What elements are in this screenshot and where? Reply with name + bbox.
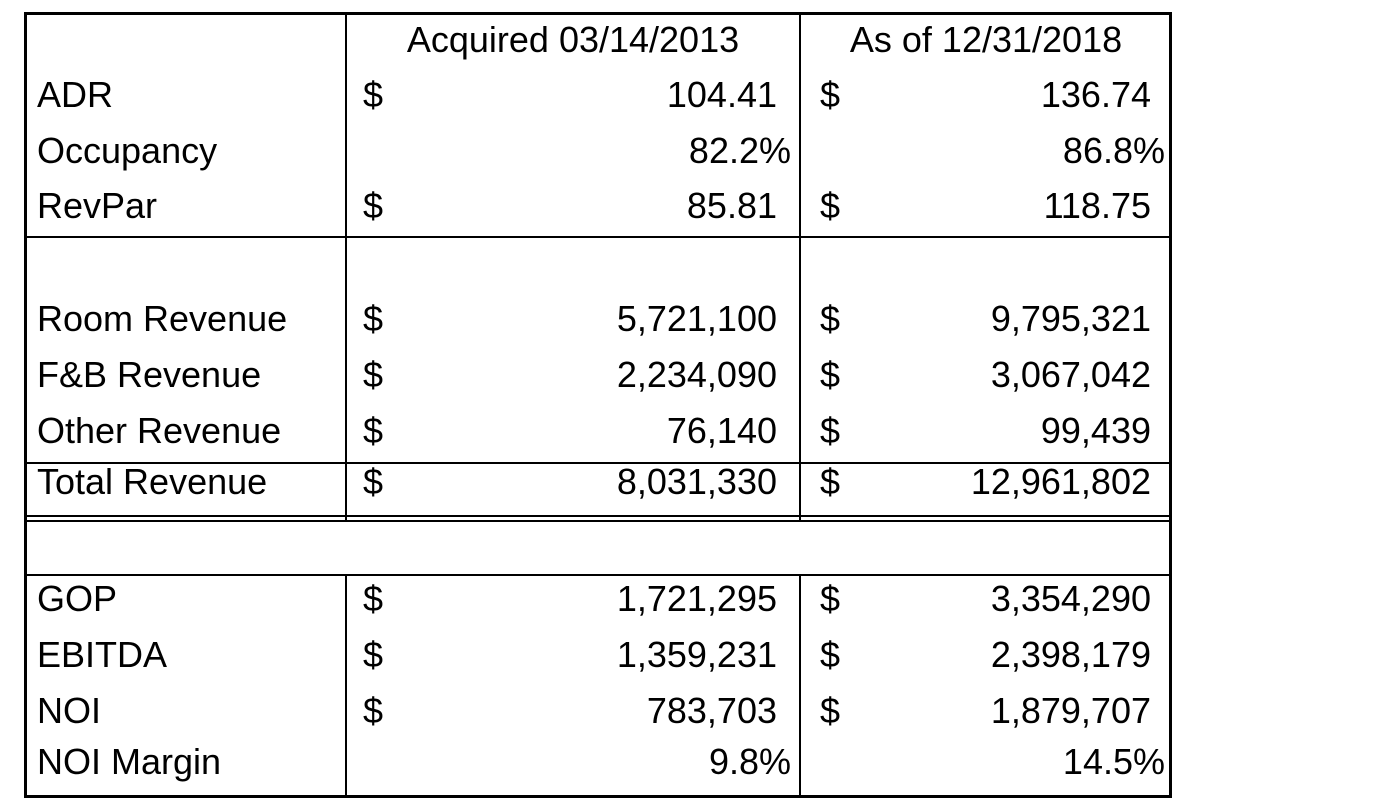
cur-value-revpar: 118.75 bbox=[1043, 185, 1151, 226]
total-row-top-line bbox=[27, 462, 1169, 464]
cur-value-ebitda: 2,398,179 bbox=[990, 634, 1151, 675]
cur-value-gop: 3,354,290 bbox=[990, 578, 1151, 619]
row-label-adr: ADR bbox=[37, 74, 114, 115]
cur-symbol-revpar: $ bbox=[820, 185, 841, 226]
section-divider-1 bbox=[27, 236, 1169, 238]
acq-symbol-other-revenue: $ bbox=[363, 410, 384, 451]
blank-separator-band bbox=[27, 522, 1169, 574]
row-label-fb-revenue: F&B Revenue bbox=[37, 354, 262, 395]
row-label-room-revenue: Room Revenue bbox=[37, 298, 288, 339]
row-label-noi-margin: NOI Margin bbox=[37, 741, 222, 782]
band-mask-2 bbox=[799, 522, 801, 574]
acq-value-total-revenue: 8,031,330 bbox=[616, 461, 777, 502]
cur-value-fb-revenue: 3,067,042 bbox=[990, 354, 1151, 395]
financial-summary-table: Acquired 03/14/2013 As of 12/31/2018 ADR… bbox=[24, 12, 1172, 798]
cur-symbol-room-revenue: $ bbox=[820, 298, 841, 339]
cur-symbol-gop: $ bbox=[820, 578, 841, 619]
cur-symbol-fb-revenue: $ bbox=[820, 354, 841, 395]
row-label-revpar: RevPar bbox=[37, 185, 158, 226]
cur-symbol-adr: $ bbox=[820, 74, 841, 115]
cur-symbol-other-revenue: $ bbox=[820, 410, 841, 451]
acq-value-noi: 783,703 bbox=[646, 690, 777, 731]
column-divider-label bbox=[345, 15, 347, 795]
acq-value-fb-revenue: 2,234,090 bbox=[616, 354, 777, 395]
cur-symbol-noi: $ bbox=[820, 690, 841, 731]
column-divider-acquired bbox=[799, 15, 801, 795]
row-label-ebitda: EBITDA bbox=[37, 634, 168, 675]
acq-value-room-revenue: 5,721,100 bbox=[616, 298, 777, 339]
cur-value-adr: 136.74 bbox=[1040, 74, 1151, 115]
cur-symbol-total-revenue: $ bbox=[820, 461, 841, 502]
row-label-gop: GOP bbox=[37, 578, 118, 619]
acq-symbol-fb-revenue: $ bbox=[363, 354, 384, 395]
acq-symbol-adr: $ bbox=[363, 74, 384, 115]
acq-value-adr: 104.41 bbox=[666, 74, 777, 115]
cur-value-total-revenue: 12,961,802 bbox=[970, 461, 1151, 502]
row-label-total-revenue: Total Revenue bbox=[37, 461, 268, 502]
acq-value-occupancy: 82.2% bbox=[688, 130, 791, 171]
section-divider-3 bbox=[27, 574, 1169, 576]
acq-symbol-gop: $ bbox=[363, 578, 384, 619]
double-line-lower bbox=[27, 520, 1169, 522]
acq-symbol-revpar: $ bbox=[363, 185, 384, 226]
double-line-upper bbox=[27, 515, 1169, 517]
acq-value-noi-margin: 9.8% bbox=[708, 741, 791, 782]
row-label-occupancy: Occupancy bbox=[37, 130, 218, 171]
acq-symbol-total-revenue: $ bbox=[363, 461, 384, 502]
cur-value-occupancy: 86.8% bbox=[1062, 130, 1165, 171]
acq-symbol-ebitda: $ bbox=[363, 634, 384, 675]
cur-symbol-ebitda: $ bbox=[820, 634, 841, 675]
header-acquired: Acquired 03/14/2013 bbox=[406, 19, 740, 60]
cur-value-room-revenue: 9,795,321 bbox=[990, 298, 1151, 339]
header-as-of: As of 12/31/2018 bbox=[849, 19, 1123, 60]
acq-symbol-room-revenue: $ bbox=[363, 298, 384, 339]
cur-value-noi-margin: 14.5% bbox=[1062, 741, 1165, 782]
acq-value-gop: 1,721,295 bbox=[616, 578, 777, 619]
cur-value-noi: 1,879,707 bbox=[990, 690, 1151, 731]
acq-value-revpar: 85.81 bbox=[686, 185, 777, 226]
cur-value-other-revenue: 99,439 bbox=[1040, 410, 1151, 451]
band-mask-1 bbox=[345, 522, 347, 574]
acq-symbol-noi: $ bbox=[363, 690, 384, 731]
row-label-noi: NOI bbox=[37, 690, 102, 731]
row-label-other-revenue: Other Revenue bbox=[37, 410, 282, 451]
acq-value-ebitda: 1,359,231 bbox=[616, 634, 777, 675]
acq-value-other-revenue: 76,140 bbox=[666, 410, 777, 451]
